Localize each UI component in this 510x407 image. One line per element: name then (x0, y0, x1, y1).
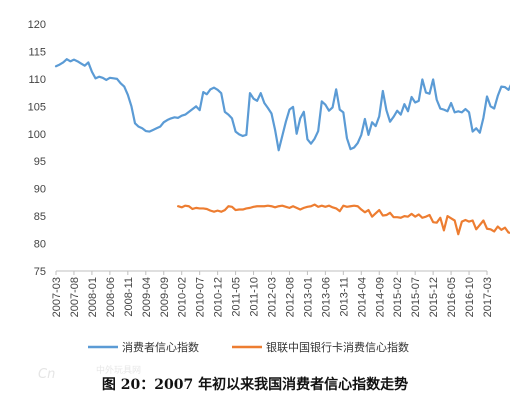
x-tick-label: 2008-01 (87, 277, 99, 317)
x-tick-label: 2016-10 (464, 277, 476, 317)
x-tick-label: 2008-06 (105, 277, 117, 317)
x-tick-label: 2010-07 (195, 277, 207, 317)
y-tick-label: 85 (34, 211, 46, 223)
x-tick-label: 2010-02 (177, 277, 189, 317)
legend-label-2: 银联中国银行卡消费信心指数 (266, 340, 409, 354)
x-tick-label: 2014-09 (374, 277, 386, 317)
x-tick-label: 2015-02 (392, 277, 404, 317)
y-tick-label: 100 (28, 129, 46, 141)
y-tick-label: 115 (28, 46, 46, 58)
x-tick-label: 2013-01 (302, 277, 314, 317)
x-tick-label: 2013-11 (338, 277, 350, 317)
y-tick-label: 110 (28, 74, 46, 86)
figure-caption: 图 20：2007 年初以来我国消费者信心指数走势 (102, 376, 408, 393)
x-tick-label: 2009-09 (159, 277, 171, 317)
x-tick-label: 2011-05 (231, 277, 243, 317)
y-tick-label: 95 (34, 156, 46, 168)
x-tick-label: 2013-06 (320, 277, 332, 317)
y-tick-label: 105 (28, 101, 46, 113)
x-tick-label: 2008-11 (123, 277, 135, 317)
y-axis: 75 80 85 90 95 100 105 110 115 120 (28, 19, 46, 278)
legend-label-1: 消费者信心指数 (122, 340, 199, 354)
watermark-logo: Cn 中外玩具网 (38, 364, 141, 382)
watermark-brand: Cn (38, 367, 55, 382)
x-tick-label: 2011-10 (249, 277, 261, 317)
x-tick-label: 2016-05 (446, 277, 458, 317)
x-tick-label: 2009-04 (141, 277, 153, 317)
x-tick-label: 2007-03 (51, 277, 63, 317)
x-tick-label: 2010-12 (213, 277, 225, 317)
y-tick-label: 90 (34, 184, 46, 196)
x-axis: 2007-03 2007-08 2008-01 2008-06 2008-11 2009-… (51, 270, 494, 317)
series-line-2 (177, 203, 510, 236)
y-tick-label: 80 (34, 239, 46, 251)
x-tick-label: 2012-08 (284, 277, 296, 317)
x-tick-label: 2015-07 (410, 277, 422, 317)
watermark-text: 中外玩具网 (96, 364, 141, 376)
x-tick-label: 2014-04 (356, 277, 368, 317)
x-tick-label: 2012-03 (267, 277, 279, 317)
series-layer (54, 58, 510, 236)
y-tick-label: 120 (28, 19, 46, 31)
x-tick-label: 2007-08 (69, 277, 81, 317)
legend: 消费者信心指数 银联中国银行卡消费信心指数 (88, 340, 409, 354)
x-tick-label: 2017-03 (482, 277, 494, 317)
series-line-1 (54, 58, 510, 152)
x-tick-label: 2015-12 (428, 277, 440, 317)
y-tick-label: 75 (34, 266, 46, 278)
